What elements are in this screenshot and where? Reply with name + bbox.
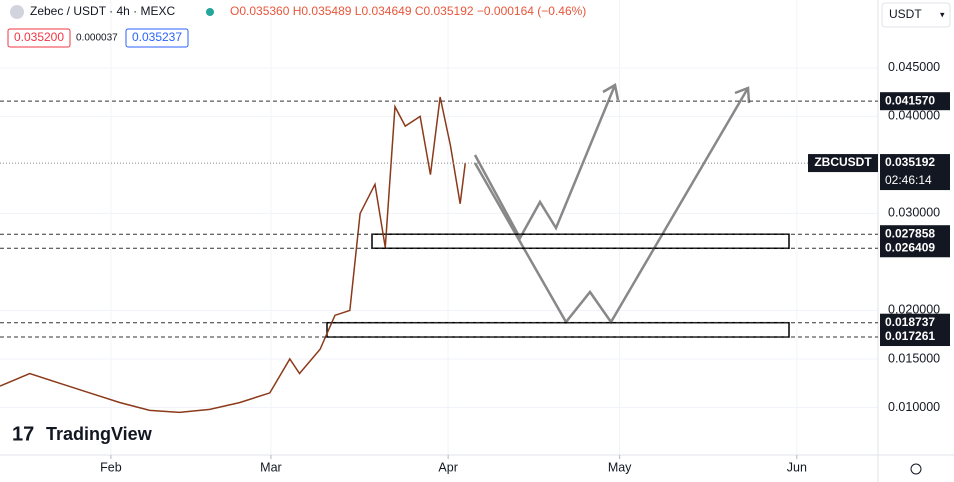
y-tick-label: 0.020000 <box>888 303 940 317</box>
dropdown-caret: ▾ <box>940 9 945 19</box>
bid: 0.035200 <box>14 30 64 44</box>
spread: 0.000037 <box>76 33 118 44</box>
symbol-icon <box>10 5 24 19</box>
x-tick-label: Mar <box>260 460 282 474</box>
ask-box[interactable] <box>125 28 189 48</box>
y-tick-label: 0.030000 <box>888 206 940 220</box>
symbol-tag-label: ZBCUSDT <box>814 155 872 169</box>
zone-box <box>371 233 790 250</box>
level-tag <box>880 328 950 347</box>
zone-box <box>326 321 790 338</box>
level-label: 0.041570 <box>885 93 935 107</box>
projection-arrow <box>473 87 750 325</box>
arrow-head <box>602 83 620 101</box>
x-tick-label: Apr <box>438 460 457 474</box>
level-tag <box>880 225 950 244</box>
ask: 0.035237 <box>132 30 182 44</box>
level-label: 0.027858 <box>885 226 935 240</box>
level-label: 0.018737 <box>885 315 935 329</box>
logo: TradingView <box>46 424 153 444</box>
countdown: 02:46:14 <box>885 173 932 187</box>
last-price-tag <box>880 154 950 191</box>
status-dot <box>206 8 214 16</box>
symbol-tag <box>808 154 878 173</box>
currency-select[interactable] <box>881 2 951 28</box>
y-tick-label: 0.040000 <box>888 109 940 123</box>
y-tick-label: 0.045000 <box>888 60 940 74</box>
settings-icon[interactable] <box>910 463 922 475</box>
level-tag <box>880 92 950 111</box>
level-label: 0.026409 <box>885 240 935 254</box>
level-tag <box>880 239 950 258</box>
bid-box[interactable] <box>7 28 71 48</box>
arrow-head <box>734 86 751 104</box>
price-line <box>0 96 467 414</box>
x-tick-label: Jun <box>787 460 807 474</box>
ohlc: O0.035360 H0.035489 L0.034649 C0.035192 … <box>230 4 586 18</box>
level-tag <box>880 313 950 332</box>
y-tick-label: 0.015000 <box>888 351 940 365</box>
symbol[interactable]: Zebec / USDT · 4h · MEXC <box>30 4 175 18</box>
x-tick-label: Feb <box>100 460 122 474</box>
currency: USDT <box>889 7 922 21</box>
last-price-label: 0.035192 <box>885 155 935 169</box>
logo-mark: 17 <box>12 423 34 445</box>
level-label: 0.017261 <box>885 329 935 343</box>
y-tick-label: 0.010000 <box>888 400 940 414</box>
x-tick-label: May <box>608 460 632 474</box>
projection-arrow <box>473 84 617 241</box>
